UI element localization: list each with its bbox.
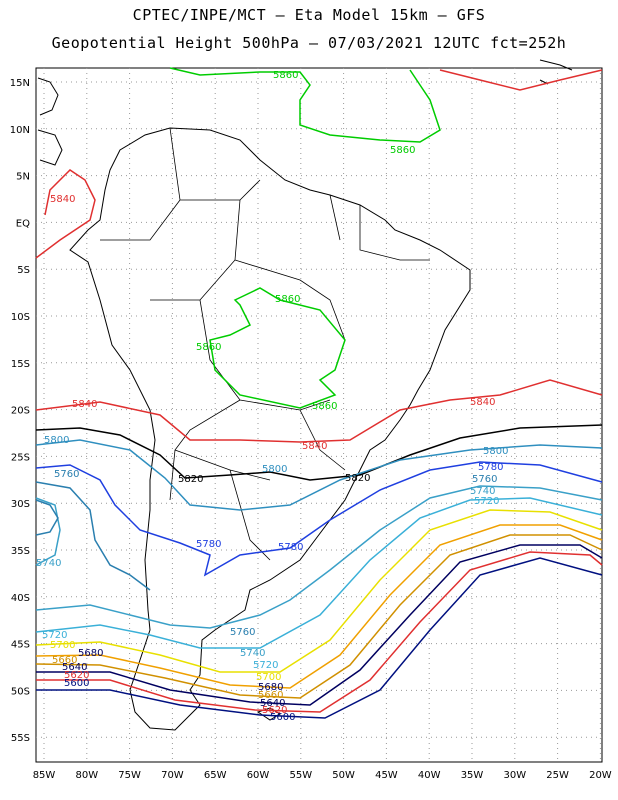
map-frame bbox=[35, 67, 603, 763]
label-5840-d: 5840 bbox=[302, 441, 327, 452]
falkland-islands bbox=[256, 707, 281, 721]
lat-tick-label: 10N bbox=[10, 125, 30, 136]
lat-tick-label: 50S bbox=[11, 686, 30, 697]
label-5760-a: 5760 bbox=[54, 469, 79, 480]
contour-5800 bbox=[35, 439, 603, 511]
lon-tick-label: 35W bbox=[461, 770, 484, 781]
contour-5700 bbox=[35, 509, 603, 673]
lat-tick-label: 35S bbox=[11, 546, 30, 557]
label-5780-c: 5780 bbox=[278, 542, 303, 553]
lat-tick-label: EQ bbox=[16, 218, 30, 229]
contour-5620 bbox=[36, 551, 603, 713]
lat-tick-label: 30S bbox=[11, 499, 30, 510]
label-5860-b: 5860 bbox=[390, 145, 415, 156]
label-5860-c: 5860 bbox=[275, 294, 300, 305]
label-5820-b: 5820 bbox=[345, 473, 370, 484]
label-5600-b: 5600 bbox=[270, 712, 295, 723]
south-america-coast bbox=[69, 127, 471, 731]
contour-5760-low bbox=[35, 499, 59, 536]
lat-tick-label: 5N bbox=[16, 172, 30, 183]
label-5720-a: 5720 bbox=[42, 630, 67, 641]
label-5620-a: 5620 bbox=[64, 670, 89, 681]
lat-tick-label: 40S bbox=[11, 593, 30, 604]
axis-ticks: 85W 80W 75W 70W 65W 60W 55W 50W 45W 40W 35W 30W 25W 2… bbox=[10, 78, 612, 781]
label-5800-b: 5800 bbox=[262, 464, 287, 475]
label-5720-c: 5720 bbox=[253, 660, 278, 671]
lon-tick-label: 80W bbox=[75, 770, 98, 781]
contour-5640 bbox=[36, 544, 603, 706]
label-5620-b: 5620 bbox=[262, 705, 287, 716]
label-5640-b: 5640 bbox=[260, 698, 285, 709]
label-5740-b: 5740 bbox=[470, 486, 495, 497]
label-5740-c: 5740 bbox=[240, 648, 265, 659]
lon-tick-label: 45W bbox=[375, 770, 398, 781]
label-5840-a: 5840 bbox=[50, 194, 75, 205]
lat-tick-label: 55S bbox=[11, 733, 30, 744]
label-5640-a: 5640 bbox=[62, 662, 87, 673]
central-america-coast bbox=[37, 77, 63, 166]
label-5760-b: 5760 bbox=[472, 474, 497, 485]
lon-tick-label: 40W bbox=[418, 770, 441, 781]
graticule bbox=[36, 68, 602, 762]
lon-tick-label: 25W bbox=[546, 770, 569, 781]
contour-5740-mid bbox=[35, 485, 603, 629]
label-5720-b: 5720 bbox=[474, 496, 499, 507]
lon-tick-label: 55W bbox=[289, 770, 312, 781]
map-title-line2: Geopotential Height 500hPa – 07/03/2021 … bbox=[51, 34, 567, 52]
lat-tick-label: 15N bbox=[10, 78, 30, 89]
label-5760-c: 5760 bbox=[230, 627, 255, 638]
lon-tick-label: 50W bbox=[332, 770, 355, 781]
contour-5840-north bbox=[35, 169, 96, 259]
contour-5780 bbox=[35, 461, 603, 577]
label-5840-b: 5840 bbox=[72, 399, 97, 410]
lat-tick-label: 20S bbox=[11, 406, 30, 417]
lon-tick-label: 75W bbox=[118, 770, 141, 781]
label-5780-b: 5780 bbox=[196, 539, 221, 550]
lat-tick-label: 45S bbox=[11, 640, 30, 651]
contour-5680 bbox=[35, 524, 603, 689]
contour-5600 bbox=[36, 557, 603, 719]
label-5700-a: 5700 bbox=[50, 640, 75, 651]
contour-5740-west bbox=[35, 497, 61, 566]
contour-5720 bbox=[35, 497, 603, 649]
country-borders bbox=[100, 127, 430, 561]
contour-5760 bbox=[35, 481, 151, 591]
label-5860-e: 5860 bbox=[312, 401, 337, 412]
label-5660-a: 5660 bbox=[52, 655, 77, 666]
lon-tick-label: 85W bbox=[33, 770, 56, 781]
label-5680-a: 5680 bbox=[78, 648, 103, 659]
label-5740-a: 5740 bbox=[36, 558, 61, 569]
map-title-line1: CPTEC/INPE/MCT – Eta Model 15km – GFS bbox=[132, 6, 486, 24]
lat-tick-label: 5S bbox=[17, 265, 30, 276]
contour-5840-east bbox=[439, 69, 603, 91]
lon-tick-label: 60W bbox=[247, 770, 270, 781]
contour-5860-south bbox=[209, 287, 346, 409]
label-5800-c: 5800 bbox=[483, 446, 508, 457]
contour-5840-south bbox=[35, 379, 603, 443]
lon-tick-label: 30W bbox=[503, 770, 526, 781]
contour-5860-north bbox=[169, 67, 441, 143]
label-5700-b: 5700 bbox=[256, 672, 281, 683]
lon-tick-label: 70W bbox=[161, 770, 184, 781]
contour-5820 bbox=[35, 424, 603, 481]
label-5680-b: 5680 bbox=[258, 682, 283, 693]
label-5860-d: 5860 bbox=[196, 342, 221, 353]
lat-tick-label: 25S bbox=[11, 452, 30, 463]
label-5840-c: 5840 bbox=[470, 397, 495, 408]
coastlines bbox=[37, 59, 573, 731]
lat-tick-label: 15S bbox=[11, 359, 30, 370]
contour-lines bbox=[35, 67, 603, 719]
label-5780-a: 5780 bbox=[478, 462, 503, 473]
lon-tick-label: 65W bbox=[204, 770, 227, 781]
label-5660-b: 5660 bbox=[258, 690, 283, 701]
label-5860-a: 5860 bbox=[273, 70, 298, 81]
contour-5660 bbox=[35, 534, 603, 699]
lon-tick-label: 20W bbox=[589, 770, 612, 781]
label-5800-a: 5800 bbox=[44, 435, 69, 446]
lat-tick-label: 10S bbox=[11, 312, 30, 323]
label-5820-a: 5820 bbox=[178, 474, 203, 485]
contour-labels: 5860 5860 5860 5860 5860 5840 5840 5840 … bbox=[36, 70, 508, 723]
label-5600-a: 5600 bbox=[64, 678, 89, 689]
